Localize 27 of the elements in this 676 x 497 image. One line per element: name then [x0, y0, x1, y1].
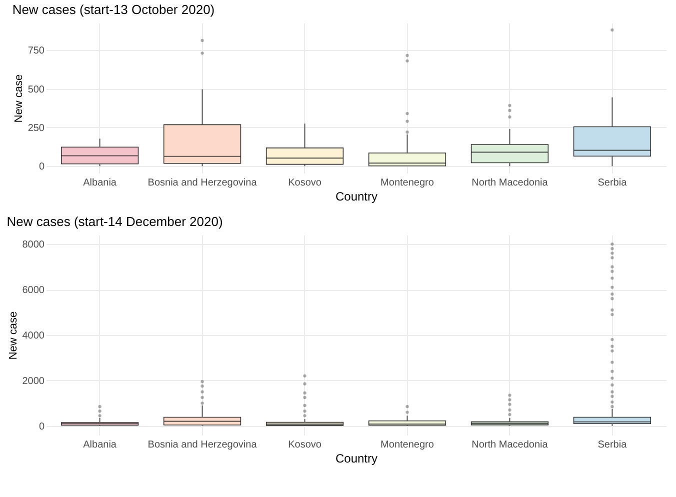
chart-title: New cases (start-13 October 2020)	[12, 2, 215, 17]
y-tick-label: 250	[28, 122, 45, 134]
x-tick-label: North Macedonia	[472, 440, 548, 450]
y-tick-label: 6000	[22, 285, 45, 296]
y-tick-label: 500	[28, 84, 45, 96]
x-tick-label: Kosovo	[288, 178, 322, 188]
x-axis-title: Country	[335, 190, 378, 204]
x-tick-label: Serbia	[598, 178, 628, 188]
x-tick-label: North Macedonia	[472, 178, 548, 188]
y-axis-title: New case	[12, 74, 25, 123]
y-tick-label: 2000	[22, 376, 45, 387]
x-axis-title: Country	[335, 452, 378, 466]
x-tick-label: Bosnia and Herzegovina	[148, 178, 258, 188]
x-tick-label: Bosnia and Herzegovina	[148, 440, 258, 450]
x-tick-label: Albania	[83, 178, 117, 188]
x-tick-label: Montenegro	[380, 440, 434, 450]
x-tick-label: Montenegro	[380, 178, 434, 188]
y-axis-title: New case	[7, 311, 20, 360]
chart-title: New cases (start-14 December 2020)	[6, 214, 223, 229]
x-tick-label: Serbia	[598, 440, 628, 450]
x-tick-label: Albania	[83, 440, 117, 450]
y-tick-label: 750	[28, 46, 45, 57]
y-tick-label: 0	[38, 162, 45, 173]
y-tick-label: 8000	[22, 240, 45, 251]
x-tick-label: Kosovo	[288, 440, 322, 450]
y-tick-label: 4000	[22, 330, 45, 342]
y-tick-label: 0	[38, 421, 45, 432]
